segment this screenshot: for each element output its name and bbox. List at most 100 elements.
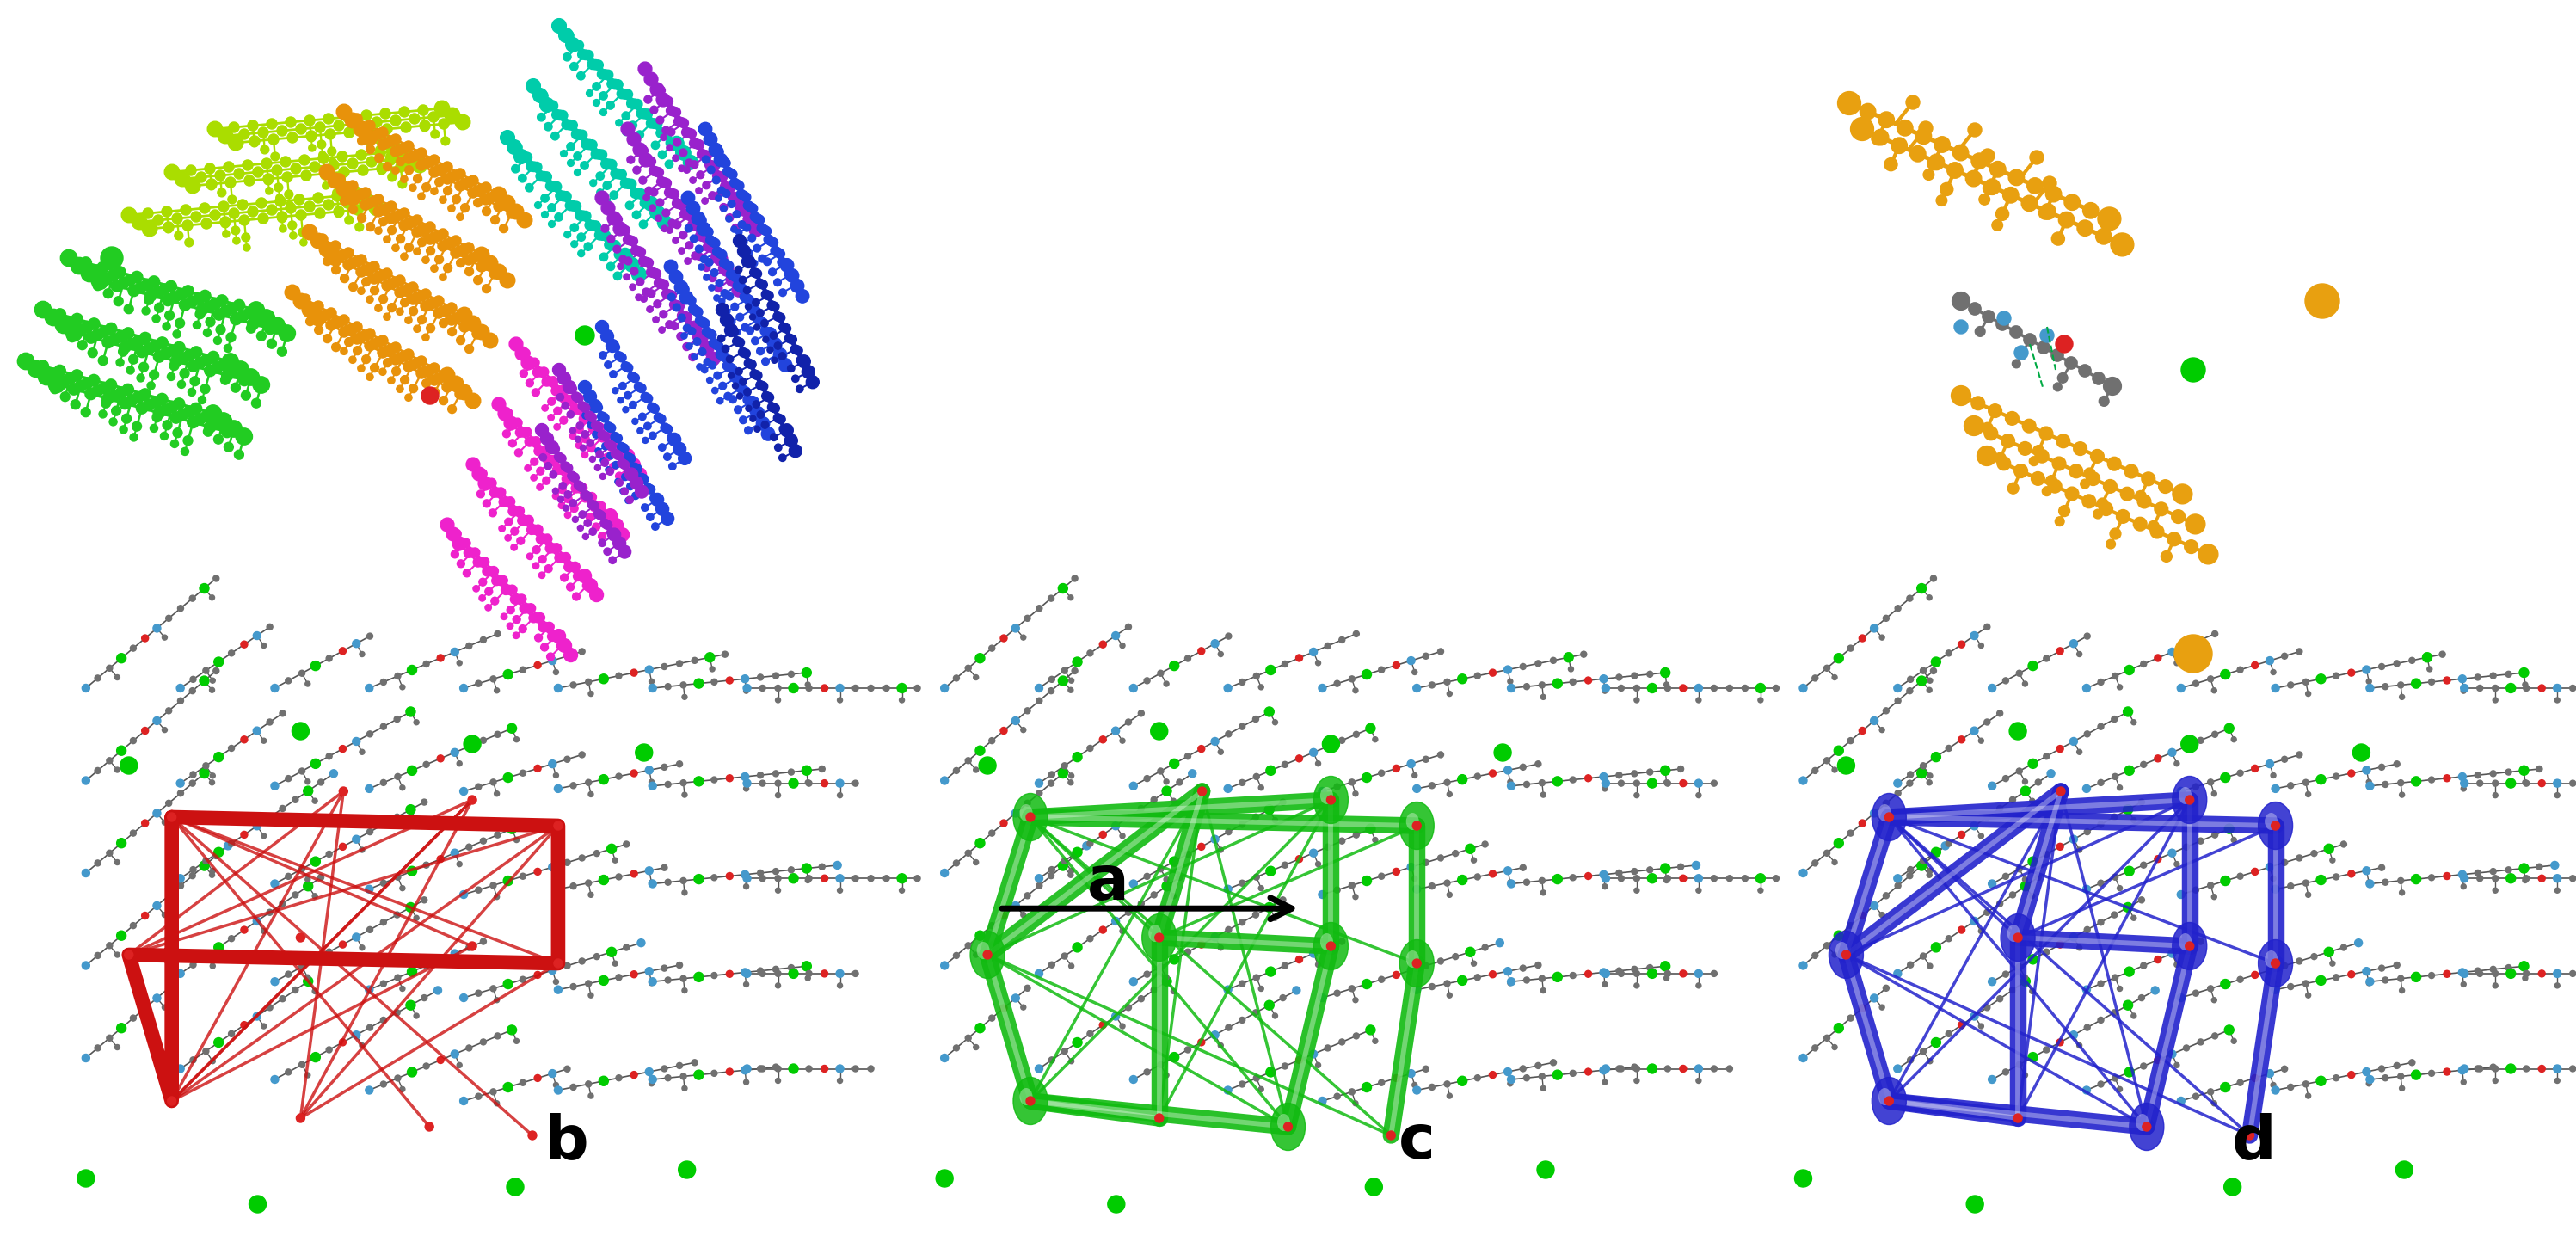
Circle shape — [1535, 1063, 1540, 1069]
Circle shape — [170, 292, 180, 303]
Circle shape — [2282, 963, 2287, 969]
Circle shape — [1126, 815, 1131, 821]
Circle shape — [670, 189, 680, 199]
Circle shape — [446, 237, 456, 247]
Circle shape — [355, 267, 366, 277]
Circle shape — [2058, 211, 2074, 227]
Circle shape — [2174, 962, 2179, 968]
Circle shape — [446, 381, 456, 391]
Circle shape — [1984, 182, 1996, 194]
Circle shape — [407, 967, 417, 976]
Circle shape — [683, 890, 688, 895]
Circle shape — [1069, 963, 1074, 969]
Circle shape — [103, 289, 113, 298]
Circle shape — [193, 414, 206, 425]
Circle shape — [1309, 648, 1316, 656]
Circle shape — [1937, 195, 1947, 206]
Circle shape — [1473, 672, 1481, 679]
Circle shape — [1553, 1070, 1561, 1079]
Circle shape — [636, 247, 647, 257]
Circle shape — [1226, 927, 1231, 933]
Circle shape — [732, 224, 739, 232]
Circle shape — [1260, 886, 1265, 891]
Ellipse shape — [1406, 950, 1419, 968]
Circle shape — [572, 241, 577, 247]
Circle shape — [549, 967, 556, 974]
Circle shape — [1255, 874, 1260, 880]
Circle shape — [2519, 667, 2530, 677]
Circle shape — [173, 342, 185, 353]
Circle shape — [714, 172, 724, 180]
Circle shape — [685, 321, 696, 331]
Circle shape — [2184, 743, 2190, 749]
Circle shape — [1520, 865, 1525, 870]
Circle shape — [227, 420, 242, 438]
Circle shape — [659, 178, 667, 187]
Circle shape — [1144, 677, 1149, 684]
Circle shape — [652, 494, 659, 503]
Circle shape — [2030, 798, 2035, 803]
Circle shape — [394, 815, 399, 819]
Circle shape — [327, 242, 337, 253]
Circle shape — [706, 161, 714, 169]
Circle shape — [361, 199, 371, 210]
Circle shape — [2056, 843, 2063, 850]
Circle shape — [165, 616, 173, 622]
Ellipse shape — [1020, 1088, 1033, 1105]
Circle shape — [2282, 756, 2287, 763]
Circle shape — [1352, 895, 1358, 900]
Circle shape — [755, 279, 765, 288]
Circle shape — [703, 328, 711, 336]
Circle shape — [608, 79, 618, 89]
Circle shape — [366, 341, 376, 351]
Circle shape — [384, 358, 392, 367]
Circle shape — [781, 424, 793, 436]
Circle shape — [209, 121, 222, 137]
Circle shape — [286, 971, 291, 978]
Ellipse shape — [976, 942, 989, 959]
Circle shape — [580, 49, 590, 59]
Circle shape — [2411, 679, 2421, 688]
Circle shape — [1886, 813, 1893, 822]
Circle shape — [706, 653, 714, 662]
Circle shape — [657, 177, 667, 187]
Circle shape — [714, 340, 721, 350]
Circle shape — [1615, 675, 1623, 680]
Circle shape — [554, 1083, 559, 1088]
Circle shape — [497, 488, 505, 497]
Circle shape — [636, 744, 652, 761]
Circle shape — [1978, 833, 1984, 838]
Circle shape — [358, 194, 374, 209]
Circle shape — [662, 96, 672, 105]
Circle shape — [739, 347, 747, 357]
Circle shape — [732, 194, 742, 203]
Circle shape — [677, 1161, 696, 1178]
Circle shape — [683, 156, 698, 169]
Circle shape — [459, 321, 469, 332]
Circle shape — [2022, 779, 2027, 785]
Circle shape — [183, 436, 193, 445]
Circle shape — [1061, 667, 1066, 674]
Circle shape — [546, 100, 554, 110]
Circle shape — [116, 675, 121, 680]
Circle shape — [1334, 681, 1340, 686]
Circle shape — [1340, 637, 1345, 643]
Circle shape — [1662, 766, 1669, 775]
Circle shape — [616, 774, 621, 780]
Circle shape — [2445, 775, 2450, 781]
Circle shape — [531, 388, 538, 397]
Circle shape — [314, 302, 325, 311]
Circle shape — [2524, 970, 2530, 976]
Circle shape — [307, 318, 314, 325]
Circle shape — [417, 148, 428, 158]
Circle shape — [600, 351, 605, 358]
Circle shape — [806, 970, 811, 976]
Circle shape — [585, 493, 592, 502]
Circle shape — [616, 351, 623, 361]
Circle shape — [1600, 675, 1607, 682]
Circle shape — [822, 875, 827, 881]
Circle shape — [459, 787, 469, 795]
Circle shape — [559, 482, 567, 489]
Circle shape — [554, 885, 562, 894]
Circle shape — [773, 869, 778, 874]
